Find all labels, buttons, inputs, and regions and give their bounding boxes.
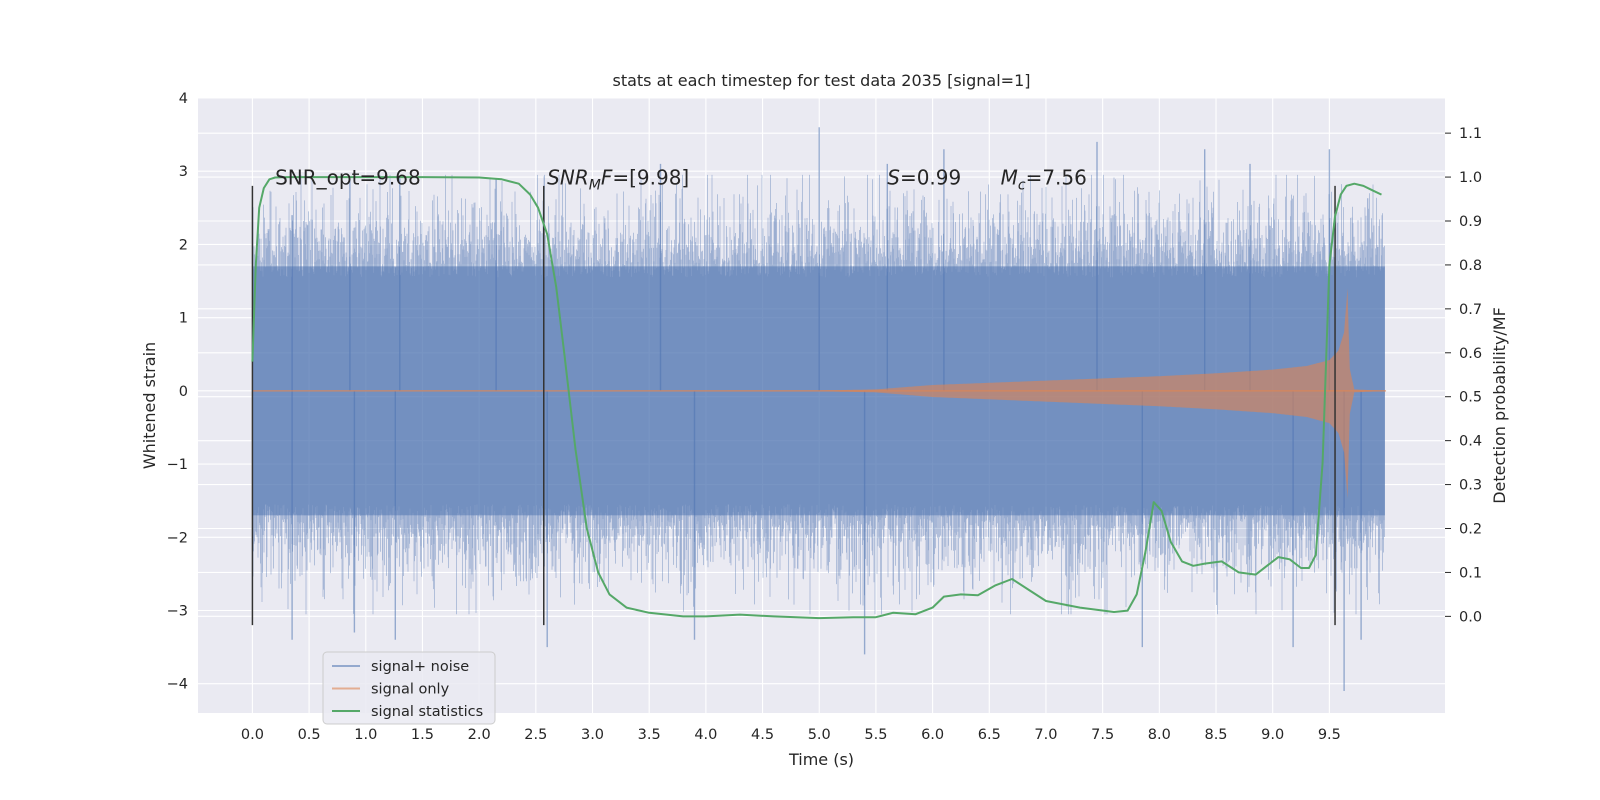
y-tick-label: 3 xyxy=(179,164,188,180)
legend-box xyxy=(322,651,496,725)
x-tick-labels: 0.0 0.5 1.0 1.5 2.0 2.5 3.0 3.5 4.0 4.5 5.0 5.5 6.0 6… xyxy=(241,727,1341,743)
legend-label-signal-statistics: signal statistics xyxy=(371,704,483,720)
annotation-snr-mf-sub: M xyxy=(589,177,601,193)
x-tick-label: 0.5 xyxy=(298,727,321,743)
x-tick-label: 4.5 xyxy=(751,727,774,743)
legend: signal+ noise signal only signal statist… xyxy=(322,651,496,725)
y-tick-label: 2 xyxy=(179,237,188,253)
x-tick-label: 2.5 xyxy=(524,727,547,743)
annotation-mc-name: M xyxy=(1001,165,1018,189)
annotation-snr-mf-name: SNR xyxy=(547,165,589,189)
y-right-tick-label: 0.3 xyxy=(1459,478,1482,494)
y-tick-label: −3 xyxy=(167,604,188,620)
x-tick-label: 1.0 xyxy=(354,727,377,743)
annotation-s: S=0.99 xyxy=(887,165,961,189)
y-tick-label: 1 xyxy=(179,311,188,327)
annotation-s-name: S xyxy=(887,165,900,189)
x-tick-label: 6.5 xyxy=(978,727,1001,743)
annotation-snr-mf-rest: F xyxy=(601,165,613,189)
y-axis-label: Whitened strain xyxy=(140,342,159,469)
x-tick-label: 7.5 xyxy=(1091,727,1114,743)
x-tick-label: 3.0 xyxy=(581,727,604,743)
x-tick-label: 6.0 xyxy=(921,727,944,743)
annotation-mc-value: =7.56 xyxy=(1026,165,1087,189)
y-right-tick-label: 0.2 xyxy=(1459,522,1482,538)
y-right-tick-label: 0.6 xyxy=(1459,346,1482,362)
legend-label-signal-only: signal only xyxy=(371,682,450,698)
series-signal-only xyxy=(252,288,1387,499)
y-right-tick-labels: 0.0 0.1 0.2 0.3 0.4 0.5 0.6 0.7 0.8 0.9 1.0 1.1 xyxy=(1445,126,1482,625)
chart-title: stats at each timestep for test data 203… xyxy=(612,71,1030,90)
y-tick-label: 0 xyxy=(179,384,188,400)
x-tick-label: 5.5 xyxy=(864,727,887,743)
x-tick-label: 5.0 xyxy=(808,727,831,743)
y-right-tick-label: 0.4 xyxy=(1459,434,1482,450)
y-right-tick-label: 0.8 xyxy=(1459,258,1482,274)
x-tick-label: 2.0 xyxy=(468,727,491,743)
x-tick-label: 7.0 xyxy=(1034,727,1057,743)
x-tick-label: 0.0 xyxy=(241,727,264,743)
x-tick-label: 8.5 xyxy=(1204,727,1227,743)
y-tick-label: −2 xyxy=(167,530,188,546)
annotation-snr-mf-value: =[9.98] xyxy=(612,165,689,189)
y-right-tick-label: 0.9 xyxy=(1459,214,1482,230)
y-tick-labels: −4 −3 −2 −1 0 1 2 3 4 xyxy=(167,91,188,693)
y-right-tick-label: 0.5 xyxy=(1459,390,1482,406)
noise-peaks xyxy=(291,127,1362,691)
series-signal-statistics xyxy=(251,176,1382,620)
x-axis-label: Time (s) xyxy=(788,750,854,769)
annotation-mc: Mc=7.56 xyxy=(1001,165,1087,193)
y-right-tick-label: 1.1 xyxy=(1459,126,1482,142)
y-tick-label: −1 xyxy=(167,457,188,473)
annotation-snr-mf: SNRMF=[9.98] xyxy=(547,165,689,193)
x-tick-label: 9.5 xyxy=(1318,727,1341,743)
x-tick-label: 3.5 xyxy=(638,727,661,743)
marker-lines xyxy=(251,185,1336,626)
annotation-snr-opt: SNR_opt=9.68 xyxy=(275,165,421,189)
signal-envelope xyxy=(252,288,1387,499)
annotation-s-value: =0.99 xyxy=(900,165,961,189)
annotation-mc-sub: c xyxy=(1018,177,1026,193)
y-tick-label: −4 xyxy=(167,677,188,693)
y-right-tick-label: 0.7 xyxy=(1459,302,1482,318)
x-tick-label: 4.0 xyxy=(694,727,717,743)
stat-line xyxy=(251,176,1382,620)
y-right-axis-label: Detection probability/MF xyxy=(1490,307,1509,504)
y-right-tick-label: 0.1 xyxy=(1459,565,1482,581)
x-tick-label: 1.5 xyxy=(411,727,434,743)
x-tick-label: 9.0 xyxy=(1261,727,1284,743)
y-right-tick-label: 0.0 xyxy=(1459,609,1482,625)
x-tick-label: 8.0 xyxy=(1148,727,1171,743)
legend-label-signal-noise: signal+ noise xyxy=(371,659,469,675)
y-tick-label: 4 xyxy=(179,91,188,107)
y-right-tick-label: 1.0 xyxy=(1459,170,1482,186)
